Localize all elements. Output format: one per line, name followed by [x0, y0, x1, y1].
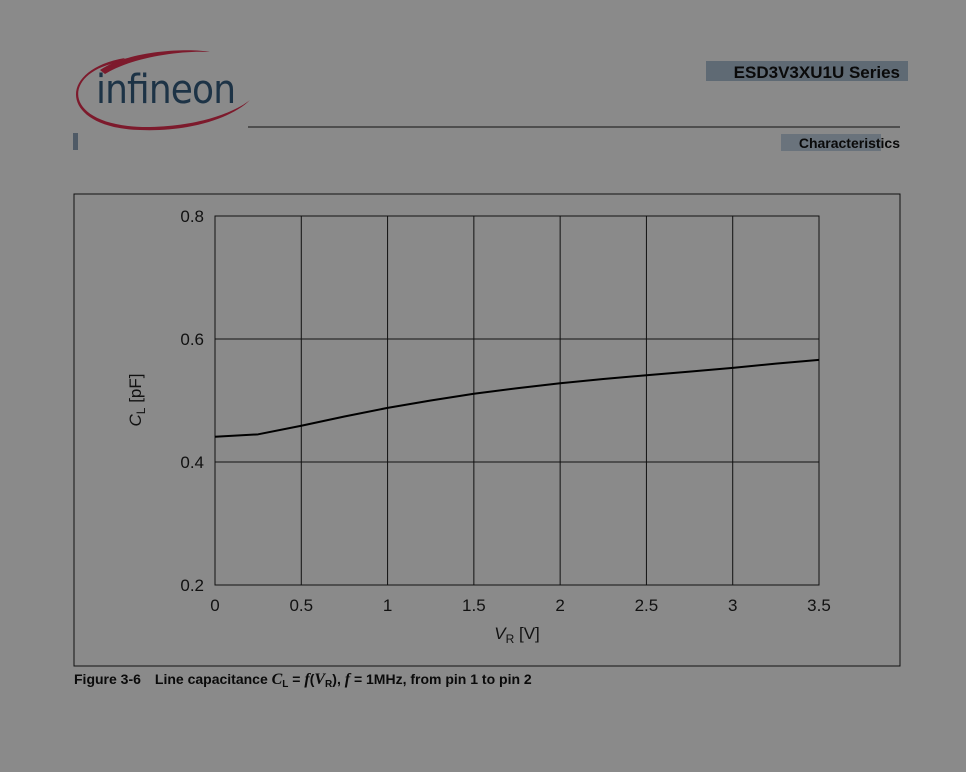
- x-tick-label: 0: [210, 596, 219, 615]
- caption-symbol: C: [272, 671, 283, 688]
- y-label-symbol: C: [126, 413, 145, 426]
- y-label-subscript: L: [134, 407, 148, 414]
- plot: 0.2 0.4 0.6 0.8 0 0.5 1 1.5 2 2.5 3 3.5: [180, 207, 830, 615]
- y-tick-label: 0.6: [180, 330, 204, 349]
- x-tick-label: 1: [383, 596, 392, 615]
- caption-text: Line capacitance: [155, 671, 272, 687]
- caption-symbol: f: [304, 671, 311, 688]
- caption-subscript: R: [325, 679, 333, 690]
- caption-text: = 1MHz, from pin 1 to pin 2: [350, 671, 532, 687]
- caption-number: Figure 3-6: [74, 671, 141, 687]
- caption-subscript: L: [282, 679, 288, 690]
- x-tick-label: 2.5: [635, 596, 659, 615]
- caption-symbol: V: [314, 671, 326, 688]
- caption-text: =: [288, 671, 304, 687]
- data-line: [214, 358, 820, 438]
- x-label-unit: [V]: [514, 624, 540, 643]
- x-tick-label: 2: [555, 596, 564, 615]
- section-title: Characteristics: [799, 135, 900, 151]
- logo-text: infineon: [96, 67, 236, 113]
- x-tick-label: 1.5: [462, 596, 486, 615]
- y-tick-label: 0.8: [180, 207, 204, 226]
- x-label-symbol: V: [494, 624, 507, 643]
- x-label-subscript: R: [506, 632, 515, 646]
- y-label-unit: [pF]: [126, 374, 145, 408]
- logo-swoosh-top: [100, 50, 210, 74]
- doc-title: ESD3V3XU1U Series: [734, 63, 900, 82]
- caption-symbol: f: [345, 671, 352, 688]
- title-highlight: [706, 61, 908, 81]
- side-marker: [73, 133, 78, 150]
- x-tick-label: 0.5: [289, 596, 313, 615]
- x-axis-label: VR [V]: [494, 624, 540, 646]
- y-axis-label: CL [pF]: [126, 374, 148, 427]
- plot-frame: [214, 215, 820, 586]
- y-tick-label: 0.2: [180, 576, 204, 595]
- y-tick-label: 0.4: [180, 453, 204, 472]
- x-tick-label: 3: [728, 596, 737, 615]
- figure-frame: [73, 193, 901, 667]
- x-tick-label: 3.5: [807, 596, 831, 615]
- section-highlight: [781, 134, 881, 151]
- caption-text: (: [310, 671, 315, 687]
- caption-text: ),: [332, 671, 344, 687]
- caption: Figure 3-6 Line capacitance CL = f(VR), f…: [74, 671, 532, 690]
